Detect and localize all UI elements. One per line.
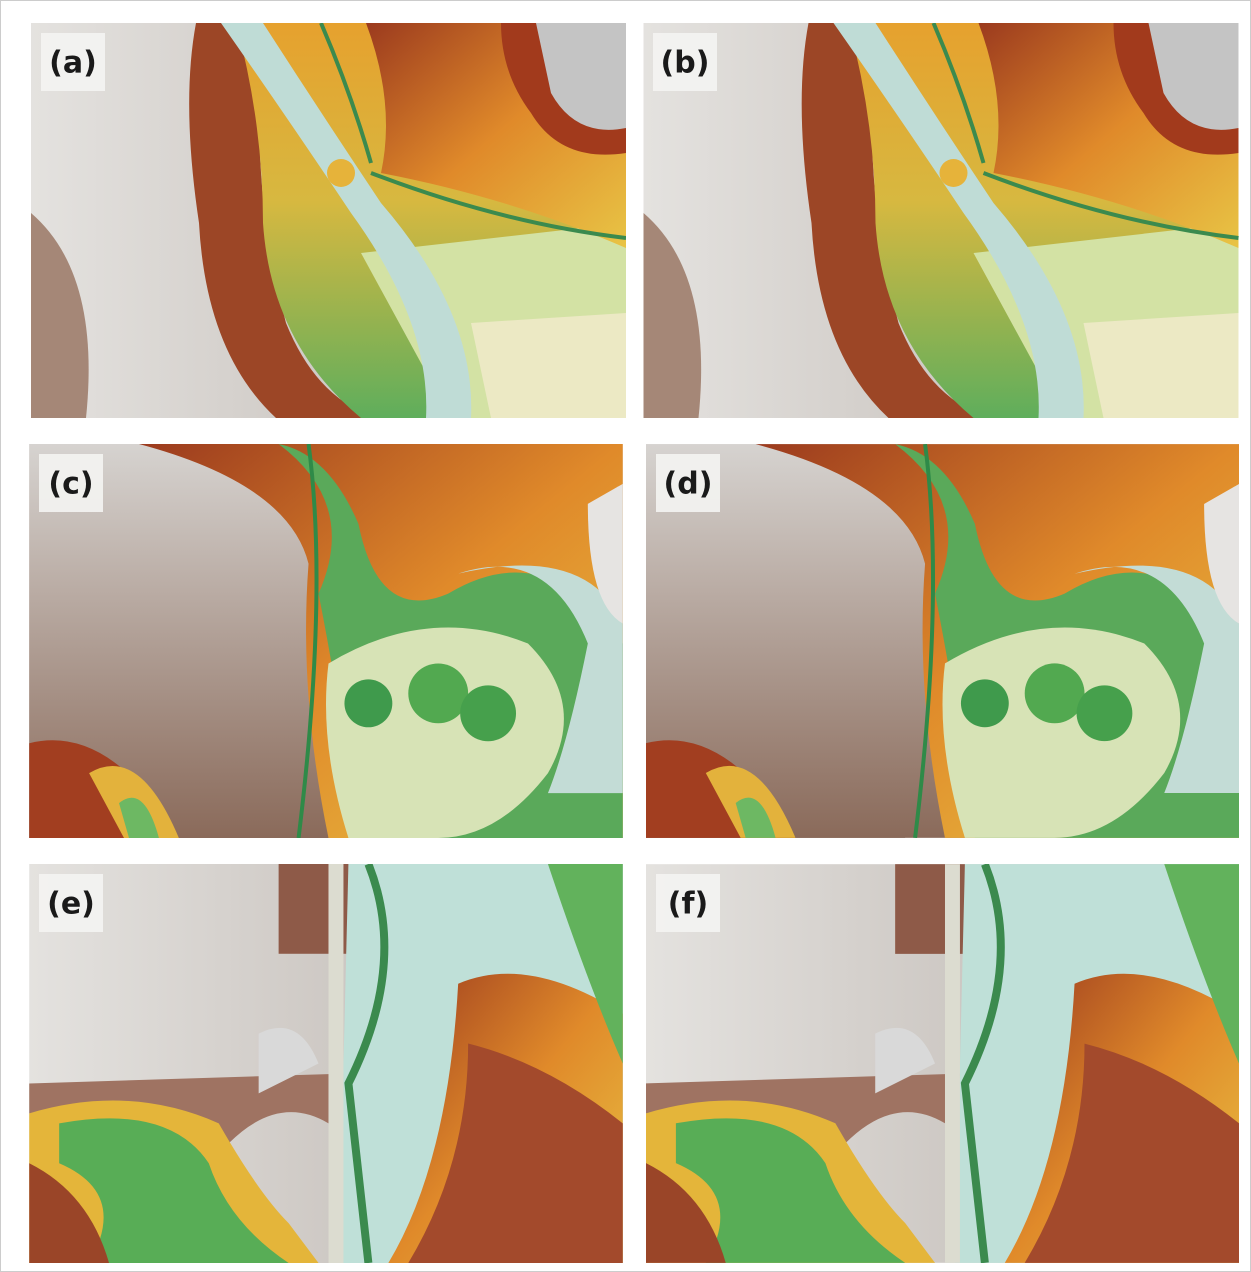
terrain xyxy=(646,864,1239,1263)
figure: (a) (b) (c) (d) (e) (f) xyxy=(0,0,1251,1272)
panel-label: (b) xyxy=(661,46,710,81)
panel-label: (e) xyxy=(47,887,95,922)
map-panel: (e) xyxy=(29,864,623,1263)
map-panel: (c) xyxy=(29,444,623,838)
panel-label: (d) xyxy=(664,467,713,502)
map-panel: (f) xyxy=(646,864,1239,1263)
terrain xyxy=(29,444,622,838)
map-panel: (b) xyxy=(643,23,1239,418)
terrain xyxy=(29,864,623,1263)
panel-label: (c) xyxy=(48,467,93,502)
map-panel: (a) xyxy=(31,23,626,418)
terrain xyxy=(31,23,626,418)
panel-label: (f) xyxy=(668,887,708,922)
terrain xyxy=(644,23,1239,418)
panel-label: (a) xyxy=(49,46,97,81)
terrain xyxy=(646,444,1239,838)
map-panel: (d) xyxy=(646,444,1239,838)
